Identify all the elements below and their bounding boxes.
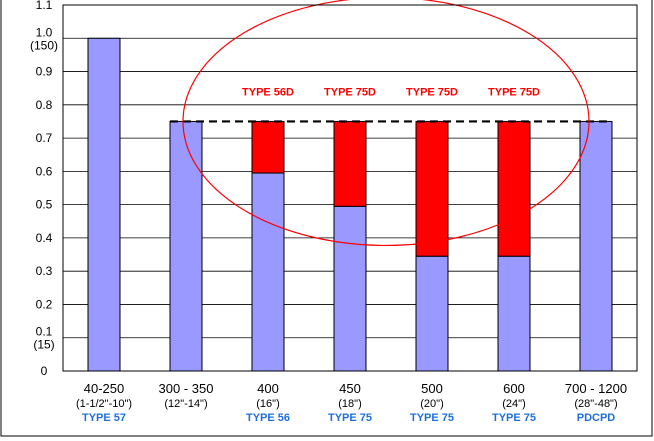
annotations: TYPE 56D TYPE 75D TYPE 75D TYPE 75D bbox=[242, 87, 540, 99]
annotation-label: TYPE 75D bbox=[488, 87, 540, 99]
x-tick-label: 600 bbox=[503, 381, 525, 396]
bar-base bbox=[87, 37, 121, 372]
y-tick-label: 0 bbox=[41, 364, 48, 378]
y-tick-label: 0.2 bbox=[36, 297, 53, 311]
bar-added bbox=[497, 120, 531, 257]
annotation-label: TYPE 56D bbox=[242, 87, 294, 99]
x-tick-type-label: TYPE 75 bbox=[492, 412, 536, 424]
highlight-ellipse bbox=[182, 0, 590, 247]
annotation-label: TYPE 75D bbox=[324, 87, 376, 99]
x-tick-type-label: TYPE 75 bbox=[328, 412, 372, 424]
y-tick-label: 1.1 bbox=[36, 0, 53, 12]
highlight-ellipse-group bbox=[182, 0, 590, 247]
x-tick-label: 400 bbox=[257, 381, 279, 396]
x-tick-sublabel: (12"-14") bbox=[164, 398, 207, 410]
bar-added bbox=[333, 120, 367, 207]
x-tick-type-label: PDCPD bbox=[577, 412, 616, 424]
x-tick-type-label: TYPE 75 bbox=[410, 412, 454, 424]
bar-base bbox=[579, 120, 613, 372]
y-tick-label: 0.7 bbox=[36, 131, 53, 145]
y-tick-label: 0.9 bbox=[36, 65, 53, 79]
x-tick-type-label: TYPE 57 bbox=[82, 412, 126, 424]
bars bbox=[87, 37, 613, 372]
y-tick-label: 0.4 bbox=[36, 231, 53, 245]
bar-added bbox=[415, 120, 449, 257]
x-tick-sublabel: (28"-48") bbox=[574, 398, 617, 410]
x-tick-label: 300 - 350 bbox=[159, 381, 214, 396]
y-axis-ticks: 0 0.1(15) 0.2 0.3 0.4 0.5 0.6 0.7 0.8 0.9 1.0(150)… bbox=[30, 0, 58, 378]
y-tick-label: 1.0 bbox=[36, 25, 53, 39]
x-tick-type-label: TYPE 56 bbox=[246, 412, 290, 424]
y-tick-label: 0.6 bbox=[36, 164, 53, 178]
y-tick-label: 0.5 bbox=[36, 198, 53, 212]
bar-base bbox=[169, 120, 203, 372]
x-tick-sublabel: (24") bbox=[502, 398, 525, 410]
x-tick-label: 450 bbox=[339, 381, 361, 396]
y-tick-label: 0.8 bbox=[36, 98, 53, 112]
x-axis-ticks: 40-250 (1-1/2"-10") TYPE 57 300 - 350 (12"-1… bbox=[76, 381, 627, 424]
y-tick-label: 0.1 bbox=[36, 325, 53, 339]
y-tick-sublabel: (15) bbox=[33, 338, 54, 352]
y-tick-sublabel: (150) bbox=[30, 38, 58, 52]
x-tick-sublabel: (20") bbox=[420, 398, 443, 410]
bar-base bbox=[251, 172, 285, 372]
annotation-label: TYPE 75D bbox=[406, 87, 458, 99]
x-tick-label: 700 - 1200 bbox=[565, 381, 627, 396]
x-tick-label: 500 bbox=[421, 381, 443, 396]
bar-base bbox=[415, 255, 449, 372]
bar-base bbox=[333, 205, 367, 372]
plot-border bbox=[62, 4, 638, 372]
x-tick-label: 40-250 bbox=[84, 381, 124, 396]
bar-added bbox=[251, 120, 285, 174]
bar-base bbox=[497, 255, 531, 372]
x-tick-sublabel: (1-1/2"-10") bbox=[76, 398, 132, 410]
x-tick-sublabel: (16") bbox=[256, 398, 279, 410]
x-tick-sublabel: (18") bbox=[338, 398, 361, 410]
y-tick-label: 0.3 bbox=[36, 264, 53, 278]
